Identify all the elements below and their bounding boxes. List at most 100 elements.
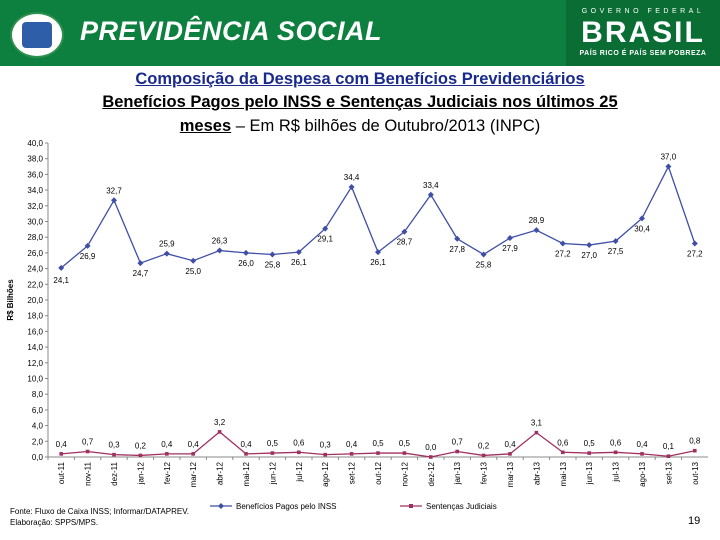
data-label-judiciais: 0,6 — [293, 438, 305, 447]
data-label-judiciais: 0,4 — [636, 440, 648, 449]
data-label-judiciais: 0,5 — [584, 439, 596, 448]
data-point-judiciais — [323, 452, 327, 457]
x-tick-label: out-13 — [691, 461, 700, 484]
data-label-inss: 28,9 — [529, 216, 545, 225]
x-tick-label: abr-12 — [216, 461, 225, 485]
data-point-inss — [322, 225, 329, 232]
data-label-inss: 27,8 — [449, 245, 465, 254]
x-tick-label: nov-12 — [400, 461, 409, 486]
data-point-inss — [639, 215, 645, 222]
data-label-judiciais: 3,1 — [531, 419, 543, 428]
data-label-inss: 37,0 — [661, 153, 677, 162]
data-point-judiciais — [297, 450, 301, 455]
data-label-judiciais: 0,5 — [372, 439, 384, 448]
data-label-inss: 29,1 — [317, 235, 333, 244]
data-label-judiciais: 0,0 — [425, 443, 437, 452]
data-label-inss: 32,7 — [106, 186, 122, 195]
x-tick-label: fev-13 — [480, 461, 489, 484]
y-axis-label: R$ Bilhões — [6, 279, 15, 321]
data-point-judiciais — [112, 452, 116, 457]
data-point-inss — [401, 228, 408, 235]
x-tick-label: mai-13 — [559, 461, 568, 486]
chart-source: Fonte: Fluxo de Caixa INSS; Informar/DAT… — [10, 506, 189, 528]
data-point-inss — [295, 249, 302, 256]
x-tick-label: jan-13 — [453, 461, 462, 485]
data-point-judiciais — [534, 430, 539, 435]
data-point-judiciais — [138, 453, 143, 458]
data-point-inss — [243, 249, 249, 256]
governo-federal-logo: GOVERNO FEDERAL BRASIL PAÍS RICO É PAÍS … — [566, 0, 720, 66]
data-label-judiciais: 0,4 — [188, 440, 200, 449]
y-tick-label: 20,0 — [27, 296, 43, 305]
data-label-inss: 24,7 — [133, 269, 149, 278]
data-point-judiciais — [666, 454, 671, 459]
data-point-inss — [111, 197, 117, 204]
y-tick-label: 28,0 — [27, 233, 43, 242]
data-point-judiciais — [402, 451, 407, 455]
data-label-inss: 27,2 — [555, 249, 571, 258]
data-label-inss: 27,2 — [687, 249, 703, 258]
data-label-inss: 27,5 — [608, 247, 624, 256]
data-label-inss: 25,8 — [476, 260, 492, 269]
data-point-inss — [58, 264, 65, 271]
data-point-inss — [454, 235, 461, 242]
x-tick-label: set-13 — [664, 461, 673, 484]
data-label-judiciais: 0,5 — [399, 439, 411, 448]
data-point-inss — [216, 247, 223, 254]
y-tick-label: 24,0 — [27, 265, 43, 274]
data-label-judiciais: 0,6 — [557, 438, 569, 447]
y-tick-label: 10,0 — [27, 375, 43, 384]
data-point-inss — [480, 251, 487, 258]
data-label-judiciais: 0,5 — [267, 439, 279, 448]
data-label-inss: 26,1 — [291, 258, 307, 267]
x-tick-label: dez-11 — [110, 461, 119, 485]
chart-title-line1: Composição da Despesa com Benefícios Pre… — [135, 70, 585, 88]
x-tick-label: set-12 — [348, 461, 357, 484]
data-label-judiciais: 0,6 — [610, 438, 622, 447]
legend-label-inss: Benefícios Pagos pelo INSS — [236, 502, 337, 511]
x-tick-label: mar-12 — [189, 461, 198, 487]
data-point-judiciais — [244, 452, 248, 456]
data-point-judiciais — [561, 450, 565, 455]
data-label-inss: 25,9 — [159, 240, 175, 249]
data-label-inss: 27,0 — [581, 251, 597, 260]
chart-title-line3-bold: meses — [179, 117, 232, 135]
data-label-judiciais: 0,2 — [478, 441, 490, 450]
data-label-judiciais: 0,4 — [240, 440, 252, 449]
data-label-inss: 25,0 — [185, 267, 201, 276]
x-tick-label: abr-13 — [532, 461, 541, 485]
data-label-inss: 34,4 — [344, 173, 360, 182]
data-point-inss — [137, 260, 144, 267]
x-tick-label: jun-13 — [585, 461, 594, 485]
data-label-inss: 26,3 — [212, 237, 228, 246]
y-tick-label: 22,0 — [27, 280, 43, 289]
gov-brasil-text: BRASIL — [581, 16, 705, 49]
header-title: PREVIDÊNCIA SOCIAL — [80, 16, 383, 46]
data-label-inss: 26,9 — [80, 252, 96, 261]
header-banner: PREVIDÊNCIA SOCIAL GOVERNO FEDERAL BRASI… — [0, 0, 720, 66]
data-label-judiciais: 0,8 — [689, 437, 701, 446]
chart-title-line3-rest: – Em R$ bilhões de Outubro/2013 (INPC) — [231, 117, 541, 135]
data-label-inss: 33,4 — [423, 181, 439, 190]
chart-title-line2: Benefícios Pagos pelo INSS e Sentenças J… — [102, 93, 618, 111]
y-tick-label: 38,0 — [27, 155, 43, 164]
data-point-inss — [348, 183, 355, 190]
legend-marker-inss — [218, 503, 224, 509]
data-point-inss — [691, 240, 698, 247]
page-number: 19 — [688, 515, 701, 527]
y-tick-label: 30,0 — [27, 218, 43, 227]
y-tick-label: 0,0 — [32, 453, 44, 462]
data-label-judiciais: 0,7 — [452, 438, 464, 447]
data-point-inss — [84, 242, 91, 249]
data-label-judiciais: 0,4 — [504, 440, 516, 449]
data-point-inss — [507, 234, 513, 241]
y-tick-label: 6,0 — [32, 406, 44, 415]
data-point-judiciais — [640, 452, 644, 456]
data-point-inss — [163, 250, 170, 257]
data-label-judiciais: 0,4 — [346, 440, 358, 449]
elaboration-text: Elaboração: SPPS/MPS. — [10, 518, 99, 527]
y-tick-label: 2,0 — [32, 437, 44, 446]
y-tick-label: 8,0 — [32, 390, 44, 399]
x-tick-label: mar-13 — [506, 461, 515, 487]
